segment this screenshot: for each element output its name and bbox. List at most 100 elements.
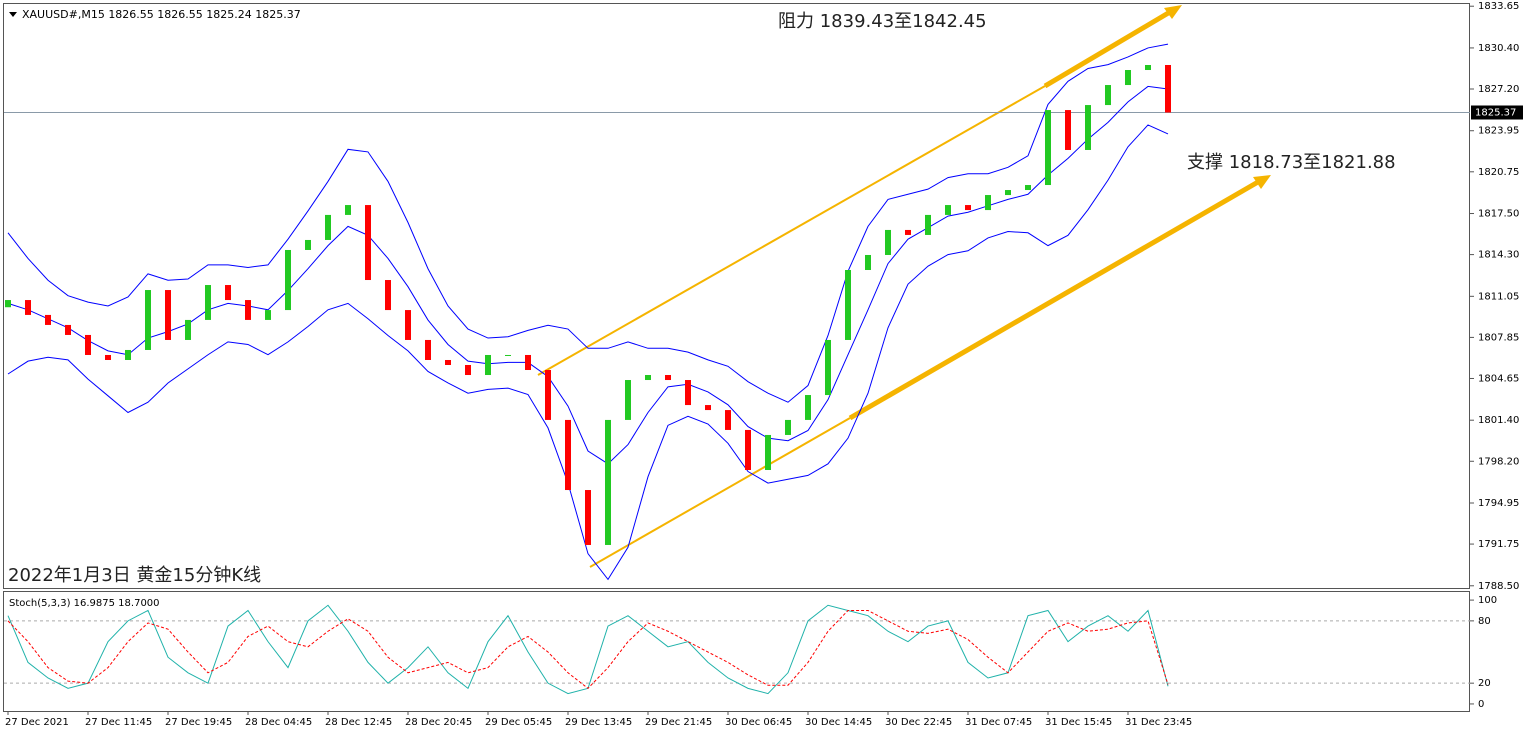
x-tick-label: 29 Dec 05:45 [485,717,552,728]
y-tick-label: 1827.20 [1478,84,1519,95]
x-tick-label: 28 Dec 20:45 [405,717,472,728]
candle [1105,85,1111,106]
y-tick-label: 1791.75 [1478,539,1519,550]
x-tick-label: 27 Dec 19:45 [165,717,232,728]
stoch-panel [3,591,1470,712]
annotation: 支撑 1818.73至1821.88 [1187,152,1396,173]
x-tick-label: 27 Dec 11:45 [85,717,152,728]
candle [1085,105,1091,150]
x-tick-label: 27 Dec 2021 [5,717,69,728]
candle [985,195,991,211]
header-marker [9,12,17,17]
candle [925,214,931,235]
y-tick-label: 1823.95 [1478,126,1519,137]
y-tick-label: 1798.20 [1478,456,1519,467]
candle [665,375,671,381]
y-tick-label: 1811.05 [1478,291,1519,302]
candle [465,364,471,376]
candle [285,249,291,311]
candle [265,310,271,320]
candle [765,434,771,471]
candle [185,319,191,340]
candle [105,354,111,360]
candle [645,375,651,381]
candle [85,334,91,355]
candle [1165,65,1171,113]
candle [485,354,491,376]
y-tick-label: 1814.30 [1478,250,1519,261]
candle [65,324,71,335]
annotation: 2022年1月3日 黄金15分钟K线 [8,565,261,586]
x-tick-label: 29 Dec 21:45 [645,717,712,728]
y-tick-label: 1794.95 [1478,498,1519,509]
x-tick-label: 31 Dec 07:45 [965,717,1032,728]
x-tick-label: 28 Dec 12:45 [325,717,392,728]
candle [625,380,631,420]
candle [205,285,211,320]
y-tick-label: 1807.85 [1478,332,1519,343]
candle [585,490,591,545]
candle [905,229,911,235]
candle [825,339,831,396]
y-tick-label: 1804.65 [1478,373,1519,384]
candle [605,419,611,545]
channel [537,5,1271,568]
x-tick-label: 30 Dec 06:45 [725,717,792,728]
x-tick-label: 30 Dec 14:45 [805,717,872,728]
candle [145,290,151,350]
x-tick-label: 28 Dec 04:45 [245,717,312,728]
candle [405,310,411,340]
y-tick-label: 1788.50 [1478,581,1519,592]
candle [805,395,811,420]
band-upper [7,43,1169,403]
y-tick-label: 100 [1478,595,1497,606]
candle [945,205,951,215]
candle [745,429,751,471]
arrow-head [1253,175,1271,189]
candle [845,270,851,340]
candle [865,254,871,271]
candle [245,300,251,320]
stoch-line [7,609,1169,690]
y-tick-label: 1801.40 [1478,415,1519,426]
candle [365,205,371,281]
candle [345,205,351,215]
candle [785,419,791,435]
candle [225,285,231,301]
channel-arrow [848,179,1260,421]
candle [725,410,731,430]
candle [505,354,511,356]
candle [425,339,431,360]
candle [45,314,51,325]
y-tick-label: 0 [1478,699,1484,710]
band-lower [7,124,1169,581]
x-tick-label: 31 Dec 15:45 [1045,717,1112,728]
x-tick-label: 31 Dec 23:45 [1125,717,1192,728]
current-price-label: 1825.37 [1475,107,1516,118]
candle [445,359,451,365]
candle [305,239,311,250]
candle [1145,65,1151,71]
y-tick-label: 1833.65 [1478,1,1519,12]
stoch-title: Stoch(5,3,3) 16.9875 18.7000 [9,598,160,609]
candle [25,300,31,315]
candle [165,290,171,340]
main-panel [3,3,1470,589]
y-tick-label: 1820.75 [1478,167,1519,178]
candle [545,370,551,420]
candle [125,349,131,360]
x-tick-label: 29 Dec 13:45 [565,717,632,728]
candle [5,300,11,308]
candle [565,419,571,491]
candle [1125,70,1131,86]
channel-line [589,417,851,568]
channel-arrow [1043,9,1172,89]
y-tick-label: 80 [1478,616,1491,627]
y-tick-label: 1817.50 [1478,209,1519,220]
arrow-head [1164,5,1182,19]
candle [685,380,691,406]
y-tick-label: 20 [1478,678,1491,689]
candle [965,205,971,211]
